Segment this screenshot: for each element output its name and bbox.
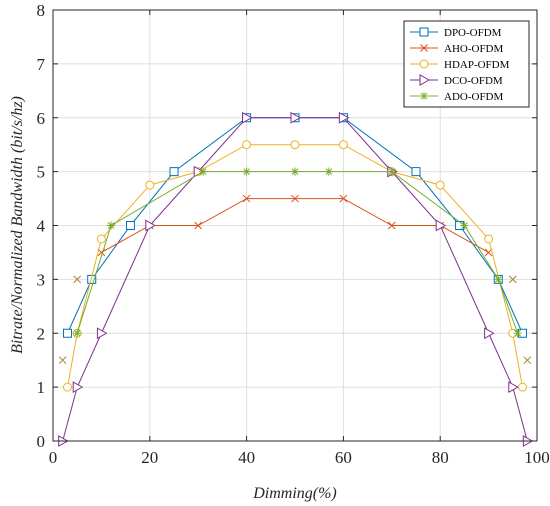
data-point (435, 219, 447, 232)
series-unlabeled-5 (58, 275, 532, 365)
legend-label: AHO-OFDM (444, 43, 504, 55)
legend-marker (419, 74, 431, 86)
data-point (58, 356, 67, 365)
data-point (460, 221, 469, 230)
data-point (73, 275, 82, 284)
legend-marker (419, 27, 429, 37)
data-point (523, 356, 532, 365)
legend-label: DPO-OFDM (444, 27, 502, 39)
axis-ticks: 0 20 40 60 80 100 0 1 2 3 4 5 6 7 8 (37, 1, 550, 467)
x-tick-label: 20 (141, 448, 158, 467)
x-tick-label: 80 (432, 448, 449, 467)
data-point (199, 167, 208, 176)
data-point (96, 327, 108, 340)
x-axis-label: Dimming(%) (252, 485, 337, 502)
data-point (72, 381, 84, 393)
data-point (145, 180, 155, 190)
data-point (96, 234, 106, 244)
data-point (125, 221, 135, 230)
data-point (194, 221, 203, 230)
y-tick-label: 5 (37, 163, 46, 182)
series-dco-ofdm (58, 111, 534, 447)
y-axis-label: Bitrate/Normalized Bandwidth (bit/s/hz) (9, 96, 26, 354)
data-point (63, 328, 73, 338)
legend: DPO-OFDM AHO-OFDM HDAP-OFDM DCO-OFDM ADO-OFD… (403, 20, 530, 108)
legend-item: DPO-OFDM (410, 27, 502, 39)
y-tick-label: 4 (37, 217, 46, 236)
x-tick-label: 40 (238, 448, 255, 467)
data-point (338, 140, 348, 150)
data-point (387, 221, 396, 230)
y-tick-label: 2 (37, 324, 46, 343)
data-point (517, 382, 527, 392)
data-point (411, 167, 421, 177)
data-point (484, 234, 494, 244)
data-point (242, 140, 252, 150)
legend-item: AHO-OFDM (410, 43, 504, 55)
y-tick-label: 6 (37, 109, 46, 128)
data-point (242, 111, 253, 124)
legend-item: HDAP-OFDM (410, 59, 510, 71)
data-point (338, 111, 350, 124)
data-point (435, 180, 445, 190)
series-group (58, 111, 534, 447)
data-point (73, 329, 82, 338)
data-point (324, 167, 333, 176)
series-line (76, 171, 519, 334)
data-point (290, 111, 302, 124)
y-tick-label: 7 (37, 55, 46, 74)
data-point (290, 140, 300, 150)
y-tick-label: 8 (37, 1, 46, 20)
legend-marker (420, 92, 428, 100)
data-point (145, 219, 156, 232)
data-point (291, 194, 299, 203)
y-tick-label: 3 (37, 270, 46, 289)
data-point (508, 381, 519, 393)
legend-marker (420, 44, 428, 52)
data-point (508, 275, 517, 284)
legend-label: ADO-OFDM (444, 91, 504, 103)
x-tick-label: 0 (49, 448, 58, 467)
data-point (291, 167, 299, 176)
data-point (484, 248, 493, 257)
series-ado-ofdm (73, 167, 522, 338)
data-point (494, 275, 503, 284)
data-point (63, 382, 73, 392)
data-point (242, 167, 251, 176)
data-point (513, 329, 522, 338)
x-tick-label: 100 (524, 448, 550, 467)
data-point (169, 167, 179, 177)
data-point (484, 327, 495, 340)
data-point (387, 167, 396, 176)
legend-item: ADO-OFDM (410, 91, 504, 103)
legend-label: DCO-OFDM (444, 75, 503, 87)
legend-item: DCO-OFDM (410, 74, 503, 87)
legend-marker (419, 59, 429, 69)
data-point (107, 221, 116, 230)
y-tick-label: 0 (37, 432, 46, 451)
data-point (242, 194, 251, 203)
data-point (339, 194, 348, 203)
legend-label: HDAP-OFDM (444, 59, 510, 71)
x-tick-label: 60 (335, 448, 352, 467)
y-tick-label: 1 (37, 378, 46, 397)
